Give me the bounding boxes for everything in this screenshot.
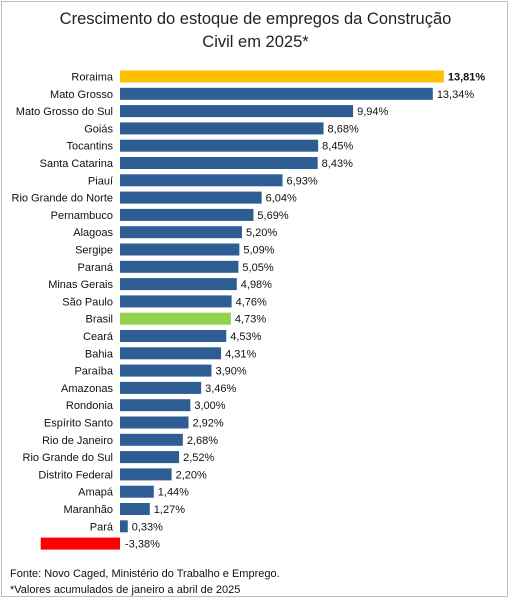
category-label-rondonia: Rondonia <box>66 400 114 412</box>
bar-espirito-santo <box>120 416 189 429</box>
value-label-mato-grosso-do-sul: 9,94% <box>357 106 388 118</box>
value-label-para: 0,33% <box>132 521 163 533</box>
bar-distrito-federal <box>120 468 172 481</box>
value-label-minas-gerais: 4,98% <box>241 279 272 291</box>
value-label-bahia: 4,31% <box>225 348 256 360</box>
chart-title-line-2: Civil em 2025* <box>202 33 309 51</box>
value-label-goias: 8,68% <box>328 123 359 135</box>
category-label-mato-grosso-do-sul: Mato Grosso do Sul <box>16 106 113 118</box>
source-note: Fonte: Novo Caged, Ministério do Trabalh… <box>10 568 280 580</box>
bar-amazonas <box>120 381 202 394</box>
category-label-ceara: Ceará <box>83 331 114 343</box>
bar-maranhao <box>120 503 150 515</box>
category-label-rio-grande-do-sul: Rio Grande do Sul <box>23 452 114 464</box>
value-label-amazonas: 3,46% <box>205 383 236 395</box>
value-label-rondonia: 3,00% <box>194 400 225 412</box>
bar-minas-gerais <box>120 278 237 291</box>
category-label-bahia: Bahia <box>85 348 114 360</box>
category-label-goias: Goiás <box>84 123 113 135</box>
bar-rio-grande-do-norte <box>120 191 262 204</box>
value-label-maranhao: 1,27% <box>154 504 185 516</box>
value-label-sergipe: 5,09% <box>243 245 274 257</box>
value-label-pernambuco: 5,69% <box>257 210 288 222</box>
value-label-espirito-santo: 2,92% <box>192 418 223 430</box>
category-label-maranhao: Maranhão <box>63 504 113 516</box>
bar-mato-grosso-do-sul <box>120 105 354 118</box>
value-label-sao-paulo: 4,76% <box>236 296 267 308</box>
value-label-roraima: 13,81% <box>448 72 486 84</box>
bar-roraima <box>120 70 444 83</box>
category-label-santa-catarina: Santa Catarina <box>40 158 114 170</box>
bar-ceara <box>120 330 227 342</box>
value-label-alagoas: 5,20% <box>246 227 277 239</box>
bar-pernambuco <box>120 208 254 221</box>
value-label-amapa: 1,44% <box>158 487 189 499</box>
value-label-rio-grande-do-sul: 2,52% <box>183 452 214 464</box>
category-label-alagoas: Alagoas <box>73 227 113 239</box>
bar-acre <box>40 537 120 550</box>
category-label-roraima: Roraima <box>71 72 113 84</box>
value-label-ceara: 4,53% <box>230 331 261 343</box>
category-label-espirito-santo: Espírito Santo <box>44 418 113 430</box>
bar-brasil <box>120 312 231 325</box>
category-label-tocantins: Tocantins <box>67 141 114 153</box>
category-label-piaui: Piauí <box>88 175 113 187</box>
bar-rio-de-janeiro <box>120 433 183 446</box>
bar-sergipe <box>120 243 240 256</box>
category-label-sao-paulo: São Paulo <box>62 296 113 308</box>
category-label-amapa: Amapá <box>78 487 114 499</box>
value-label-parana: 5,05% <box>242 262 273 274</box>
bar-piaui <box>120 174 283 187</box>
bar-mato-grosso <box>120 87 433 100</box>
category-label-pernambuco: Pernambuco <box>51 210 113 222</box>
value-label-santa-catarina: 8,43% <box>322 158 353 170</box>
bar-amapa <box>120 485 154 498</box>
chart-footer: Fonte: Novo Caged, Ministério do Trabalh… <box>10 566 280 598</box>
bar-goias <box>120 122 324 135</box>
category-label-mato-grosso: Mato Grosso <box>50 89 113 101</box>
category-label-distrito-federal: Distrito Federal <box>38 469 113 481</box>
value-label-rio-de-janeiro: 2,68% <box>187 435 218 447</box>
category-label-sergipe: Sergipe <box>75 245 113 257</box>
bar-sao-paulo <box>120 295 232 308</box>
category-label-rio-grande-do-norte: Rio Grande do Norte <box>12 193 114 205</box>
chart-title: Crescimento do estoque de empregos da Co… <box>0 8 511 54</box>
category-label-parana: Paraná <box>78 262 114 274</box>
period-note: *Valores acumulados de janeiro a abril d… <box>10 584 241 596</box>
category-label-amazonas: Amazonas <box>61 383 113 395</box>
value-label-rio-grande-do-norte: 6,04% <box>266 193 297 205</box>
value-label-paraiba: 3,90% <box>215 366 246 378</box>
category-label-para: Pará <box>90 521 114 533</box>
bar-tocantins <box>120 139 319 152</box>
value-label-tocantins: 8,45% <box>322 141 353 153</box>
bar-alagoas <box>120 226 242 239</box>
value-label-piaui: 6,93% <box>287 175 318 187</box>
bar-bahia <box>120 347 222 360</box>
category-label-brasil: Brasil <box>85 314 113 326</box>
category-label-rio-de-janeiro: Rio de Janeiro <box>42 435 113 447</box>
value-label-brasil: 4,73% <box>235 314 266 326</box>
bar-paraiba <box>120 364 212 377</box>
chart-title-line-1: Crescimento do estoque de empregos da Co… <box>59 10 452 28</box>
bar-rondonia <box>120 399 191 412</box>
bar-rio-grande-do-sul <box>120 451 180 464</box>
value-label-distrito-federal: 2,20% <box>176 469 207 481</box>
category-label-minas-gerais: Minas Gerais <box>48 279 113 291</box>
bar-para <box>120 520 128 533</box>
value-label-mato-grosso: 13,34% <box>437 89 475 101</box>
category-label-paraiba: Paraíba <box>74 366 113 378</box>
bar-parana <box>120 260 239 273</box>
value-label-acre: -3,38% <box>125 539 160 551</box>
bar-santa-catarina <box>120 157 318 169</box>
